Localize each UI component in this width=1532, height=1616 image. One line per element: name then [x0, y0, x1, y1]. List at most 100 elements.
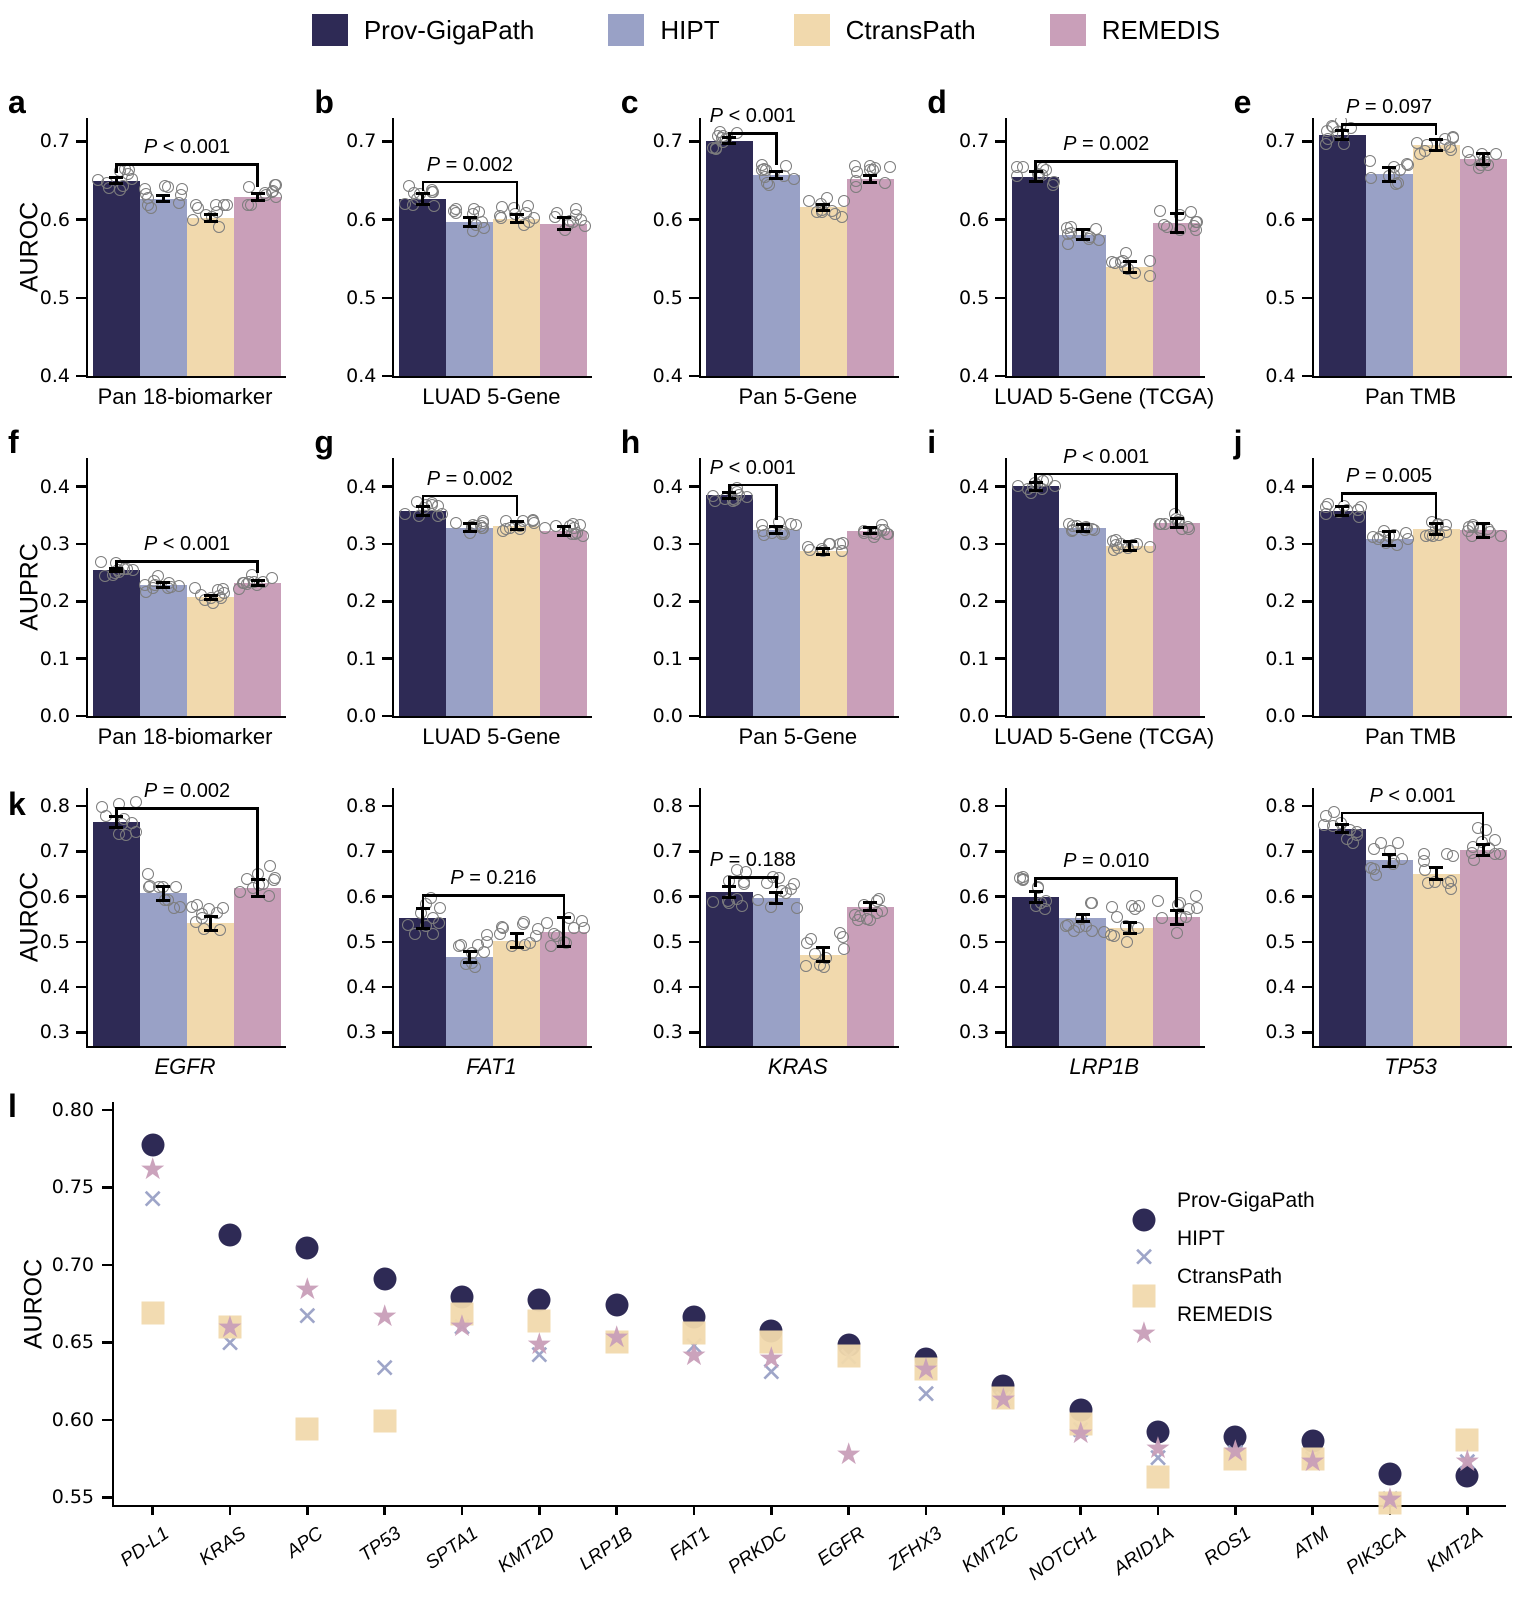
sample-point [799, 959, 812, 972]
p-bracket [729, 483, 777, 487]
panel-row-2: f AUPRC 0.0 0.1 0.2 0.3 0.4 P < 0.001 Pan 18-bio… [0, 420, 1532, 750]
x-tick [306, 1505, 309, 1515]
bar-remedis [846, 906, 894, 1046]
p-bracket [1035, 877, 1177, 880]
p-value-label: P = 0.216 [450, 867, 537, 890]
sample-point [731, 863, 744, 876]
scatter-point-remedis-zfhx3: ★ [912, 1352, 940, 1388]
x-axis-label: LRP1B [1069, 1054, 1140, 1079]
sample-point [863, 913, 876, 926]
sample-point [777, 169, 790, 182]
p-bracket [422, 894, 564, 897]
sample-point [1350, 828, 1363, 841]
sample-point [544, 940, 557, 953]
bar-prov-gigapath [92, 821, 140, 1046]
gene-tick-label: SPTA1 [421, 1523, 483, 1574]
sample-point [833, 537, 846, 550]
bar-ctranspath [187, 218, 235, 376]
error-bar-cap [462, 522, 477, 526]
p-value-label: P < 0.001 [1369, 784, 1456, 807]
sample-point [1154, 518, 1167, 531]
error-bar-cap [1075, 912, 1090, 916]
x-axis-label: Pan 5-Gene [738, 724, 858, 749]
panel-letter-k: k [8, 786, 26, 822]
y-tick [688, 850, 699, 853]
error-bar-cap [1382, 165, 1397, 169]
p-bracket-end [421, 180, 425, 191]
error-bar [1034, 171, 1038, 182]
scatter-point-prov-gigapath-apc [295, 1236, 319, 1260]
panel-letter-g: g [314, 424, 334, 460]
error-bar-cap [1075, 228, 1090, 232]
y-tick-label: 0.7 [1265, 840, 1296, 863]
scatter-point-remedis-fat1: ★ [680, 1338, 708, 1374]
error-bar [468, 523, 472, 532]
y-tick-label: 0.4 [39, 976, 70, 999]
error-bar-cap [863, 532, 878, 536]
sample-point [829, 208, 842, 221]
sample-point [850, 174, 863, 187]
bar-remedis [234, 196, 282, 376]
y-tick [1301, 714, 1312, 718]
sample-point [523, 936, 536, 949]
panel-i: i 0.0 0.1 0.2 0.3 0.4 P < 0.001 LUAD 5-Gene (TC… [919, 420, 1225, 750]
bar-remedis [846, 530, 894, 716]
y-tick-label: 0.7 [958, 130, 990, 153]
bar-remedis [1153, 522, 1201, 716]
bar-ctranspath [1412, 873, 1460, 1046]
error-bar-cap [462, 950, 477, 954]
y-tick-label: 0.5 [1265, 930, 1296, 953]
bar-ctranspath [799, 551, 847, 716]
x-axis-label: Pan 18-biomarker [97, 724, 273, 749]
bar-prov-gigapath [705, 140, 753, 376]
sample-point [1493, 847, 1506, 860]
error-bar-cap [462, 961, 477, 965]
y-tick [76, 600, 86, 603]
error-bar-cap [1169, 922, 1184, 926]
p-bracket-end [1175, 472, 1178, 513]
error-bar-cap [556, 525, 571, 529]
p-bracket-end [562, 894, 566, 922]
bar-prov-gigapath [1318, 135, 1366, 376]
error-bar-cap [1122, 271, 1137, 275]
error-bar-cap [109, 182, 124, 186]
scatter-point-prov-gigapath-arid1a [1146, 1420, 1170, 1444]
error-bar-cap [863, 908, 878, 912]
panel-letter-f: f [8, 424, 19, 460]
error-bar [1175, 518, 1179, 528]
error-bar [421, 506, 425, 516]
error-bar-cap [1335, 831, 1350, 835]
bar-hipt [752, 530, 800, 716]
scatter-point-prov-gigapath-kras [218, 1223, 242, 1247]
x-axis-label: EGFR [154, 1054, 216, 1079]
error-bar-cap [769, 169, 784, 173]
sample-point [130, 825, 143, 838]
x-axis-label: LUAD 5-Gene (TCGA) [994, 724, 1215, 749]
sample-point [1143, 255, 1156, 268]
sample-point [1174, 224, 1187, 237]
y-tick [688, 804, 699, 808]
y-tick-label: 0.0 [346, 705, 377, 727]
scatter-point-ctranspath-spta1 [450, 1302, 474, 1326]
y-tick-label: 0.4 [958, 365, 990, 387]
scatter-point-prov-gigapath-pik3ca [1378, 1462, 1402, 1486]
sample-point [113, 183, 126, 196]
error-bar [209, 916, 212, 931]
panel-c: c 0.4 0.5 0.6 0.7 P < 0.001 Pan 5-Gene [613, 80, 919, 410]
error-bar-cap [1028, 889, 1043, 893]
y-tick-label: 0.6 [39, 208, 70, 231]
error-bar [256, 193, 260, 201]
y-tick-label: 0.5 [958, 286, 990, 309]
error-bar-cap [769, 177, 784, 181]
y-tick-label: 0.0 [39, 705, 70, 727]
scatter-point-remedis-notch1: ★ [1067, 1415, 1095, 1451]
bar-hipt [139, 893, 187, 1046]
y-tick [688, 940, 699, 944]
p-value-label: P < 0.001 [143, 136, 231, 159]
error-bar [774, 171, 778, 179]
sample-point [481, 928, 494, 941]
gene-tick-label: KMT2D [494, 1523, 560, 1578]
sample-point [803, 543, 816, 556]
y-tick-label: 0.4 [652, 365, 683, 387]
x-axis-label: Pan TMB [1364, 724, 1457, 749]
